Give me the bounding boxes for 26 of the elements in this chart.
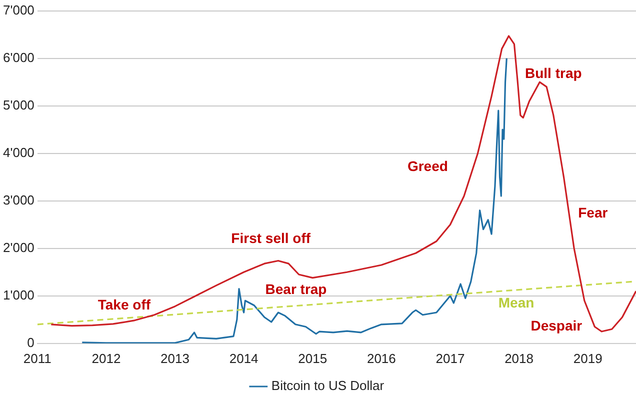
y-tick-label: 4'000 <box>2 144 34 160</box>
x-tick-label: 2012 <box>92 350 121 366</box>
annotation: Fear <box>578 204 608 221</box>
annotation: Bear trap <box>265 281 327 298</box>
y-tick-label: 1'000 <box>2 287 34 302</box>
y-tick-label: 2'000 <box>2 240 34 255</box>
x-tick-label: 2019 <box>573 350 602 366</box>
y-tick-label: 6'000 <box>2 50 34 65</box>
x-tick-label: 2014 <box>229 350 258 366</box>
x-tick-label: 2013 <box>160 350 190 366</box>
x-tick-label: 2015 <box>298 350 328 366</box>
x-tick-label: 2011 <box>23 350 52 366</box>
y-tick-label: 0 <box>27 334 34 350</box>
y-tick-label: 3'000 <box>2 192 34 208</box>
y-tick-label: 5'000 <box>2 97 34 112</box>
annotation: Take off <box>98 296 151 313</box>
annotation: Bull trap <box>525 64 582 81</box>
y-tick-label: 7'000 <box>2 2 34 18</box>
x-tick-label: 2016 <box>366 350 396 366</box>
legend-label: Bitcoin to US Dollar <box>271 378 385 394</box>
annotation: Greed <box>407 158 448 174</box>
annotation: Despair <box>530 318 583 334</box>
annotation: Mean <box>498 294 534 310</box>
x-tick-label: 2018 <box>504 350 534 366</box>
annotation: First sell off <box>231 230 311 246</box>
x-tick-label: 2017 <box>436 350 465 366</box>
